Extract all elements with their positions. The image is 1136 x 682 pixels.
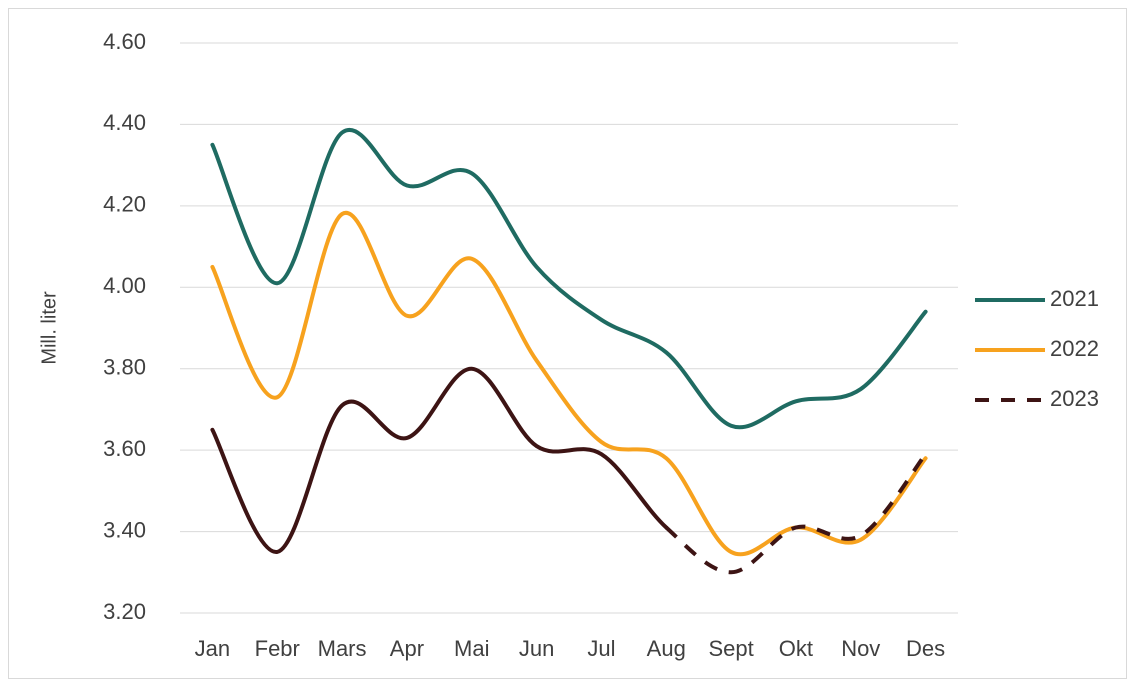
y-tick-label: 4.60 [103,29,146,54]
y-tick-label: 4.00 [103,273,146,298]
series-line [210,210,928,557]
legend-label: 2022 [1050,336,1099,361]
x-tick-label: Jul [587,636,615,661]
x-tick-label: Mai [454,636,489,661]
legend-label: 2021 [1050,286,1099,311]
y-axis-title: Mill. liter [38,291,60,365]
series-line [664,452,928,575]
y-tick-label: 3.40 [103,517,146,542]
x-tick-label: Des [906,636,945,661]
y-tick-label: 4.40 [103,110,146,135]
legend-label: 2023 [1050,386,1099,411]
x-tick-label: Mars [318,636,367,661]
series-line [210,366,669,554]
x-tick-label: Aug [647,636,686,661]
y-tick-label: 3.60 [103,436,146,461]
x-tick-label: Sept [708,636,753,661]
y-tick-label: 3.20 [103,599,146,624]
x-tick-label: Febr [255,636,300,661]
chart-frame [8,8,1127,679]
x-tick-label: Jan [195,636,230,661]
x-tick-label: Nov [841,636,880,661]
x-tick-label: Okt [779,636,813,661]
y-tick-label: 3.80 [103,355,146,380]
x-tick-label: Apr [390,636,424,661]
series-line [210,127,928,430]
y-tick-label: 4.20 [103,192,146,217]
x-tick-label: Jun [519,636,554,661]
